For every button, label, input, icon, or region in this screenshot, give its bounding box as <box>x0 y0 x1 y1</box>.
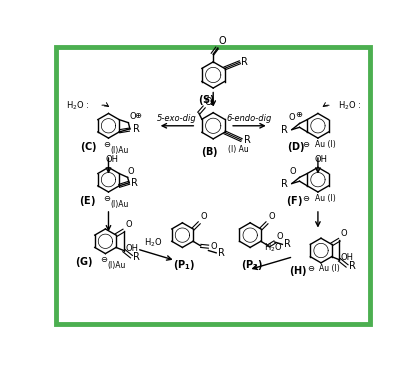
Text: (I) Au: (I) Au <box>228 145 248 154</box>
Text: R: R <box>241 57 248 67</box>
Text: $\ominus$: $\ominus$ <box>307 264 315 273</box>
Text: $\oplus$: $\oplus$ <box>134 111 142 120</box>
Text: O: O <box>290 167 297 176</box>
Text: $\ominus$: $\ominus$ <box>103 194 111 202</box>
Text: Au (I): Au (I) <box>315 194 336 202</box>
Text: H$_2$O: H$_2$O <box>144 237 162 249</box>
Text: OH: OH <box>105 155 118 164</box>
Text: (I)Au: (I)Au <box>107 261 125 270</box>
Text: $\mathbf{(D)}$: $\mathbf{(D)}$ <box>287 139 305 154</box>
Text: $\ominus$: $\ominus$ <box>302 194 310 202</box>
Text: $\mathbf{(G)}$: $\mathbf{(G)}$ <box>75 255 93 269</box>
Text: O: O <box>210 242 217 251</box>
Text: (I)Au: (I)Au <box>110 146 129 155</box>
Text: Au (I): Au (I) <box>319 264 340 273</box>
Text: $\mathbf{(E)}$: $\mathbf{(E)}$ <box>79 194 95 208</box>
Text: $\oplus$: $\oplus$ <box>295 110 304 119</box>
Text: R: R <box>281 178 288 188</box>
Text: R: R <box>133 252 140 262</box>
Text: $\mathbf{(H)}$: $\mathbf{(H)}$ <box>289 264 307 278</box>
Text: R: R <box>244 135 251 145</box>
Text: H$_2$O: H$_2$O <box>264 242 282 254</box>
Text: OH: OH <box>314 155 327 164</box>
Text: R: R <box>349 261 356 271</box>
Text: $\mathbf{(P_2)}$: $\mathbf{(P_2)}$ <box>240 258 263 272</box>
Text: R: R <box>218 248 225 258</box>
Text: O: O <box>288 113 295 122</box>
Text: H$_2$O :: H$_2$O : <box>338 99 362 112</box>
Text: O: O <box>125 220 132 229</box>
Text: $\mathbf{(C)}$: $\mathbf{(C)}$ <box>80 139 97 154</box>
Text: O: O <box>128 167 134 176</box>
Text: O: O <box>276 231 283 241</box>
Text: Au (I): Au (I) <box>315 139 336 149</box>
Text: OH: OH <box>125 244 138 253</box>
Text: H$_2$O :: H$_2$O : <box>66 99 89 112</box>
Text: R: R <box>284 239 291 250</box>
Text: R: R <box>281 125 288 135</box>
Text: $\ominus$: $\ominus$ <box>100 255 108 264</box>
Text: $\mathbf{(P_1)}$: $\mathbf{(P_1)}$ <box>173 258 195 272</box>
Text: O: O <box>269 212 275 221</box>
Text: $\mathbf{(F)}$: $\mathbf{(F)}$ <box>287 194 303 208</box>
Text: O: O <box>205 97 213 107</box>
Text: (I)Au: (I)Au <box>110 200 129 209</box>
Text: $\ominus$: $\ominus$ <box>302 139 310 149</box>
Text: O: O <box>341 229 347 238</box>
Text: O: O <box>201 212 208 221</box>
Text: 5-exo-dig: 5-exo-dig <box>157 114 197 123</box>
Text: $\mathbf{(B)}$: $\mathbf{(B)}$ <box>201 145 219 159</box>
Text: 6-endo-dig: 6-endo-dig <box>227 114 272 123</box>
Text: OH: OH <box>341 253 354 262</box>
Text: R: R <box>131 178 139 188</box>
Text: R: R <box>133 124 140 134</box>
Text: O: O <box>129 112 136 121</box>
Text: $\ominus$: $\ominus$ <box>103 139 111 149</box>
Text: $\mathbf{(S)}$: $\mathbf{(S)}$ <box>198 93 215 107</box>
Text: O: O <box>218 36 226 46</box>
